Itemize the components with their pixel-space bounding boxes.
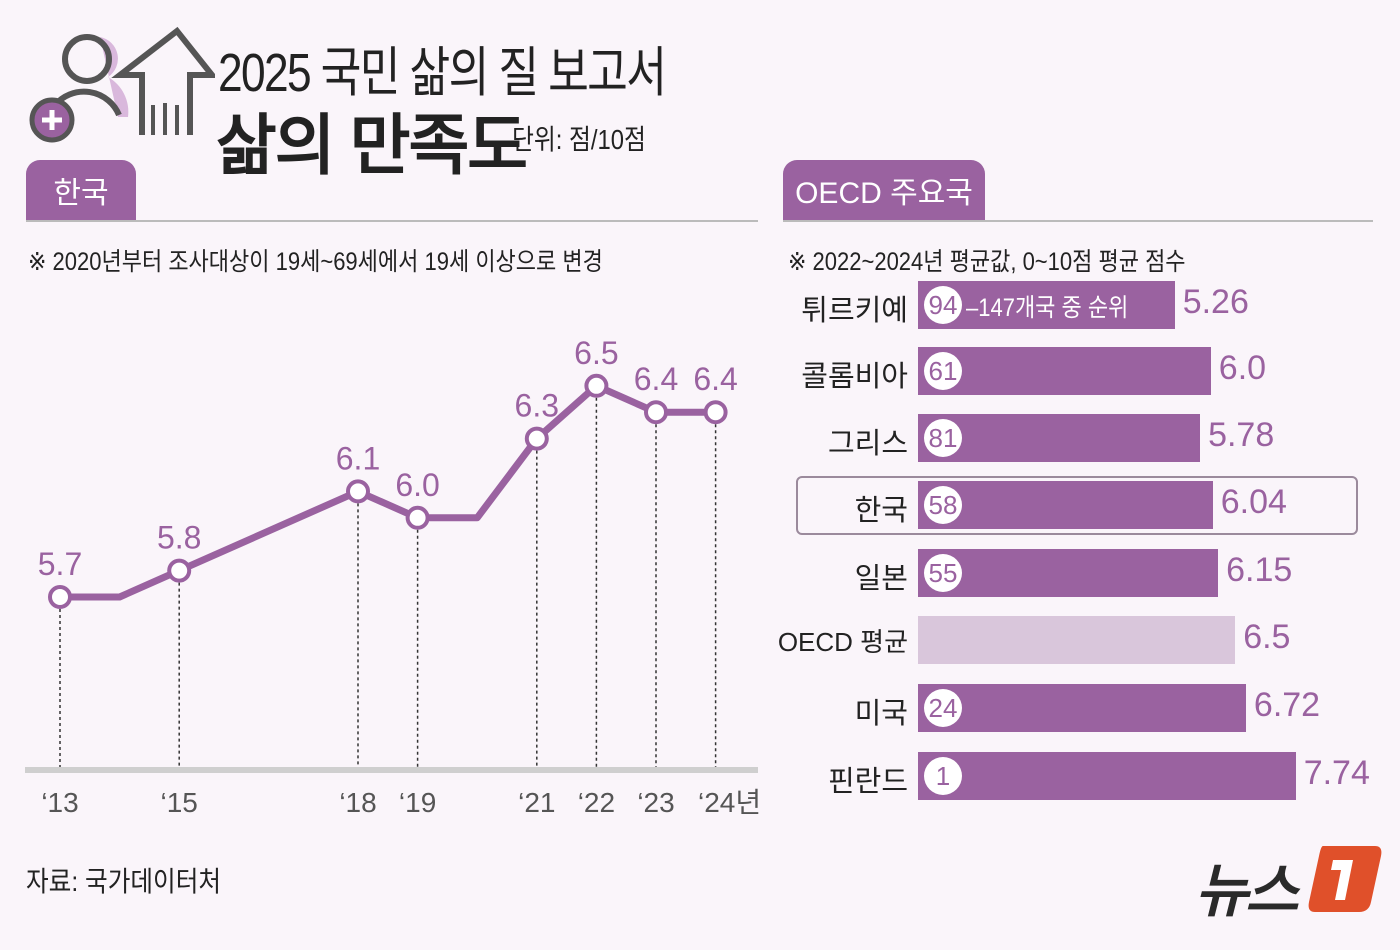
tab-oecd: OECD 주요국 [783,160,985,220]
tab-korea: 한국 [26,160,136,220]
data-label: 6.1 [336,440,380,476]
data-point [48,585,72,609]
bar-category-label: 미국 [854,698,908,730]
x-tick-label: ‘13 [41,787,78,818]
data-label: 6.5 [574,335,618,371]
x-tick-label: ‘15 [161,787,198,818]
rank-badge: 1 [924,757,962,795]
data-point [346,479,370,504]
line-note: ※ 2020년부터 조사대상이 19세~69세에서 19세 이상으로 변경 [28,248,603,276]
person-plus-arrow-up-icon [29,26,215,143]
bar [918,347,1211,395]
unit-label: 단위: 점/10점 [512,124,646,155]
data-point [644,400,668,425]
bar [918,481,1213,529]
bar-category-label: OECD 평균 [777,627,908,657]
data-point [703,400,728,425]
bar [918,684,1246,732]
rank-badge: 58 [924,486,962,524]
data-label: 6.0 [395,467,439,503]
x-tick-label: ‘18 [339,787,376,818]
rank-note: –147개국 중 순위 [966,294,1129,322]
rank-badge: 81 [924,419,962,457]
bar-category-label: 일본 [854,563,908,595]
data-point [524,426,549,451]
divider [26,220,758,222]
report-title: 2025 국민 삶의 질 보고서 [218,43,667,103]
bar-category-label: 한국 [854,495,908,527]
x-tick-label: ‘19 [399,787,436,818]
tab-label: 한국 [53,177,109,210]
news1-logo: 뉴스 [1195,842,1385,924]
bar-value-label: 5.26 [1182,283,1249,321]
chart-title: 삶의 만족도 [216,108,528,182]
bar-category-label: 콜롬비아 [801,361,908,393]
bar-value-label: 5.78 [1208,416,1275,454]
bar-note: ※ 2022~2024년 평균값, 0~10점 평균 점수 [788,248,1186,276]
bar-value-label: 6.0 [1218,349,1267,387]
bar [918,616,1236,664]
bar-value-label: 6.72 [1253,686,1321,724]
x-tick-label: ‘22 [578,787,615,818]
bar-value-label: 7.74 [1303,754,1370,792]
highlight-box-korea [796,476,1358,535]
bar-value-label: 6.5 [1243,618,1291,656]
source-label: 자료: 국가데이터처 [26,866,222,897]
rank-badge: 61 [924,352,962,390]
bar-value-label: 6.04 [1220,483,1287,521]
bar-category-label: 그리스 [827,428,908,460]
x-axis-baseline [25,767,758,773]
data-label: 6.3 [515,388,559,424]
rank-badge: 55 [924,554,962,592]
data-label: 5.8 [157,520,201,556]
rank-badge: 94 [924,286,962,324]
bar [918,549,1219,597]
data-point [167,558,192,583]
data-point [584,373,609,398]
x-tick-label: ‘24년 [698,787,761,818]
bar-value-label: 6.15 [1226,551,1293,589]
line-chart: 5.7 5.8 6.1 6.0 6.3 6.5 6.4 6.4 ‘13 ‘15 ‘18 ‘19 ‘21 ‘… [25,335,761,818]
data-label: 6.4 [693,361,737,397]
series-line [60,382,716,601]
bar [918,414,1201,462]
bar [918,752,1296,800]
data-label: 6.4 [634,361,678,397]
rank-badge: 24 [924,689,962,727]
data-label: 5.7 [38,546,82,582]
tab-label: OECD 주요국 [795,177,973,210]
divider [783,220,1373,222]
x-tick-label: ‘23 [637,787,674,818]
data-point [405,505,430,530]
bar-category-label: 핀란드 [827,766,908,798]
bar-category-label: 튀르키예 [801,295,908,327]
x-tick-label: ‘21 [518,787,555,818]
